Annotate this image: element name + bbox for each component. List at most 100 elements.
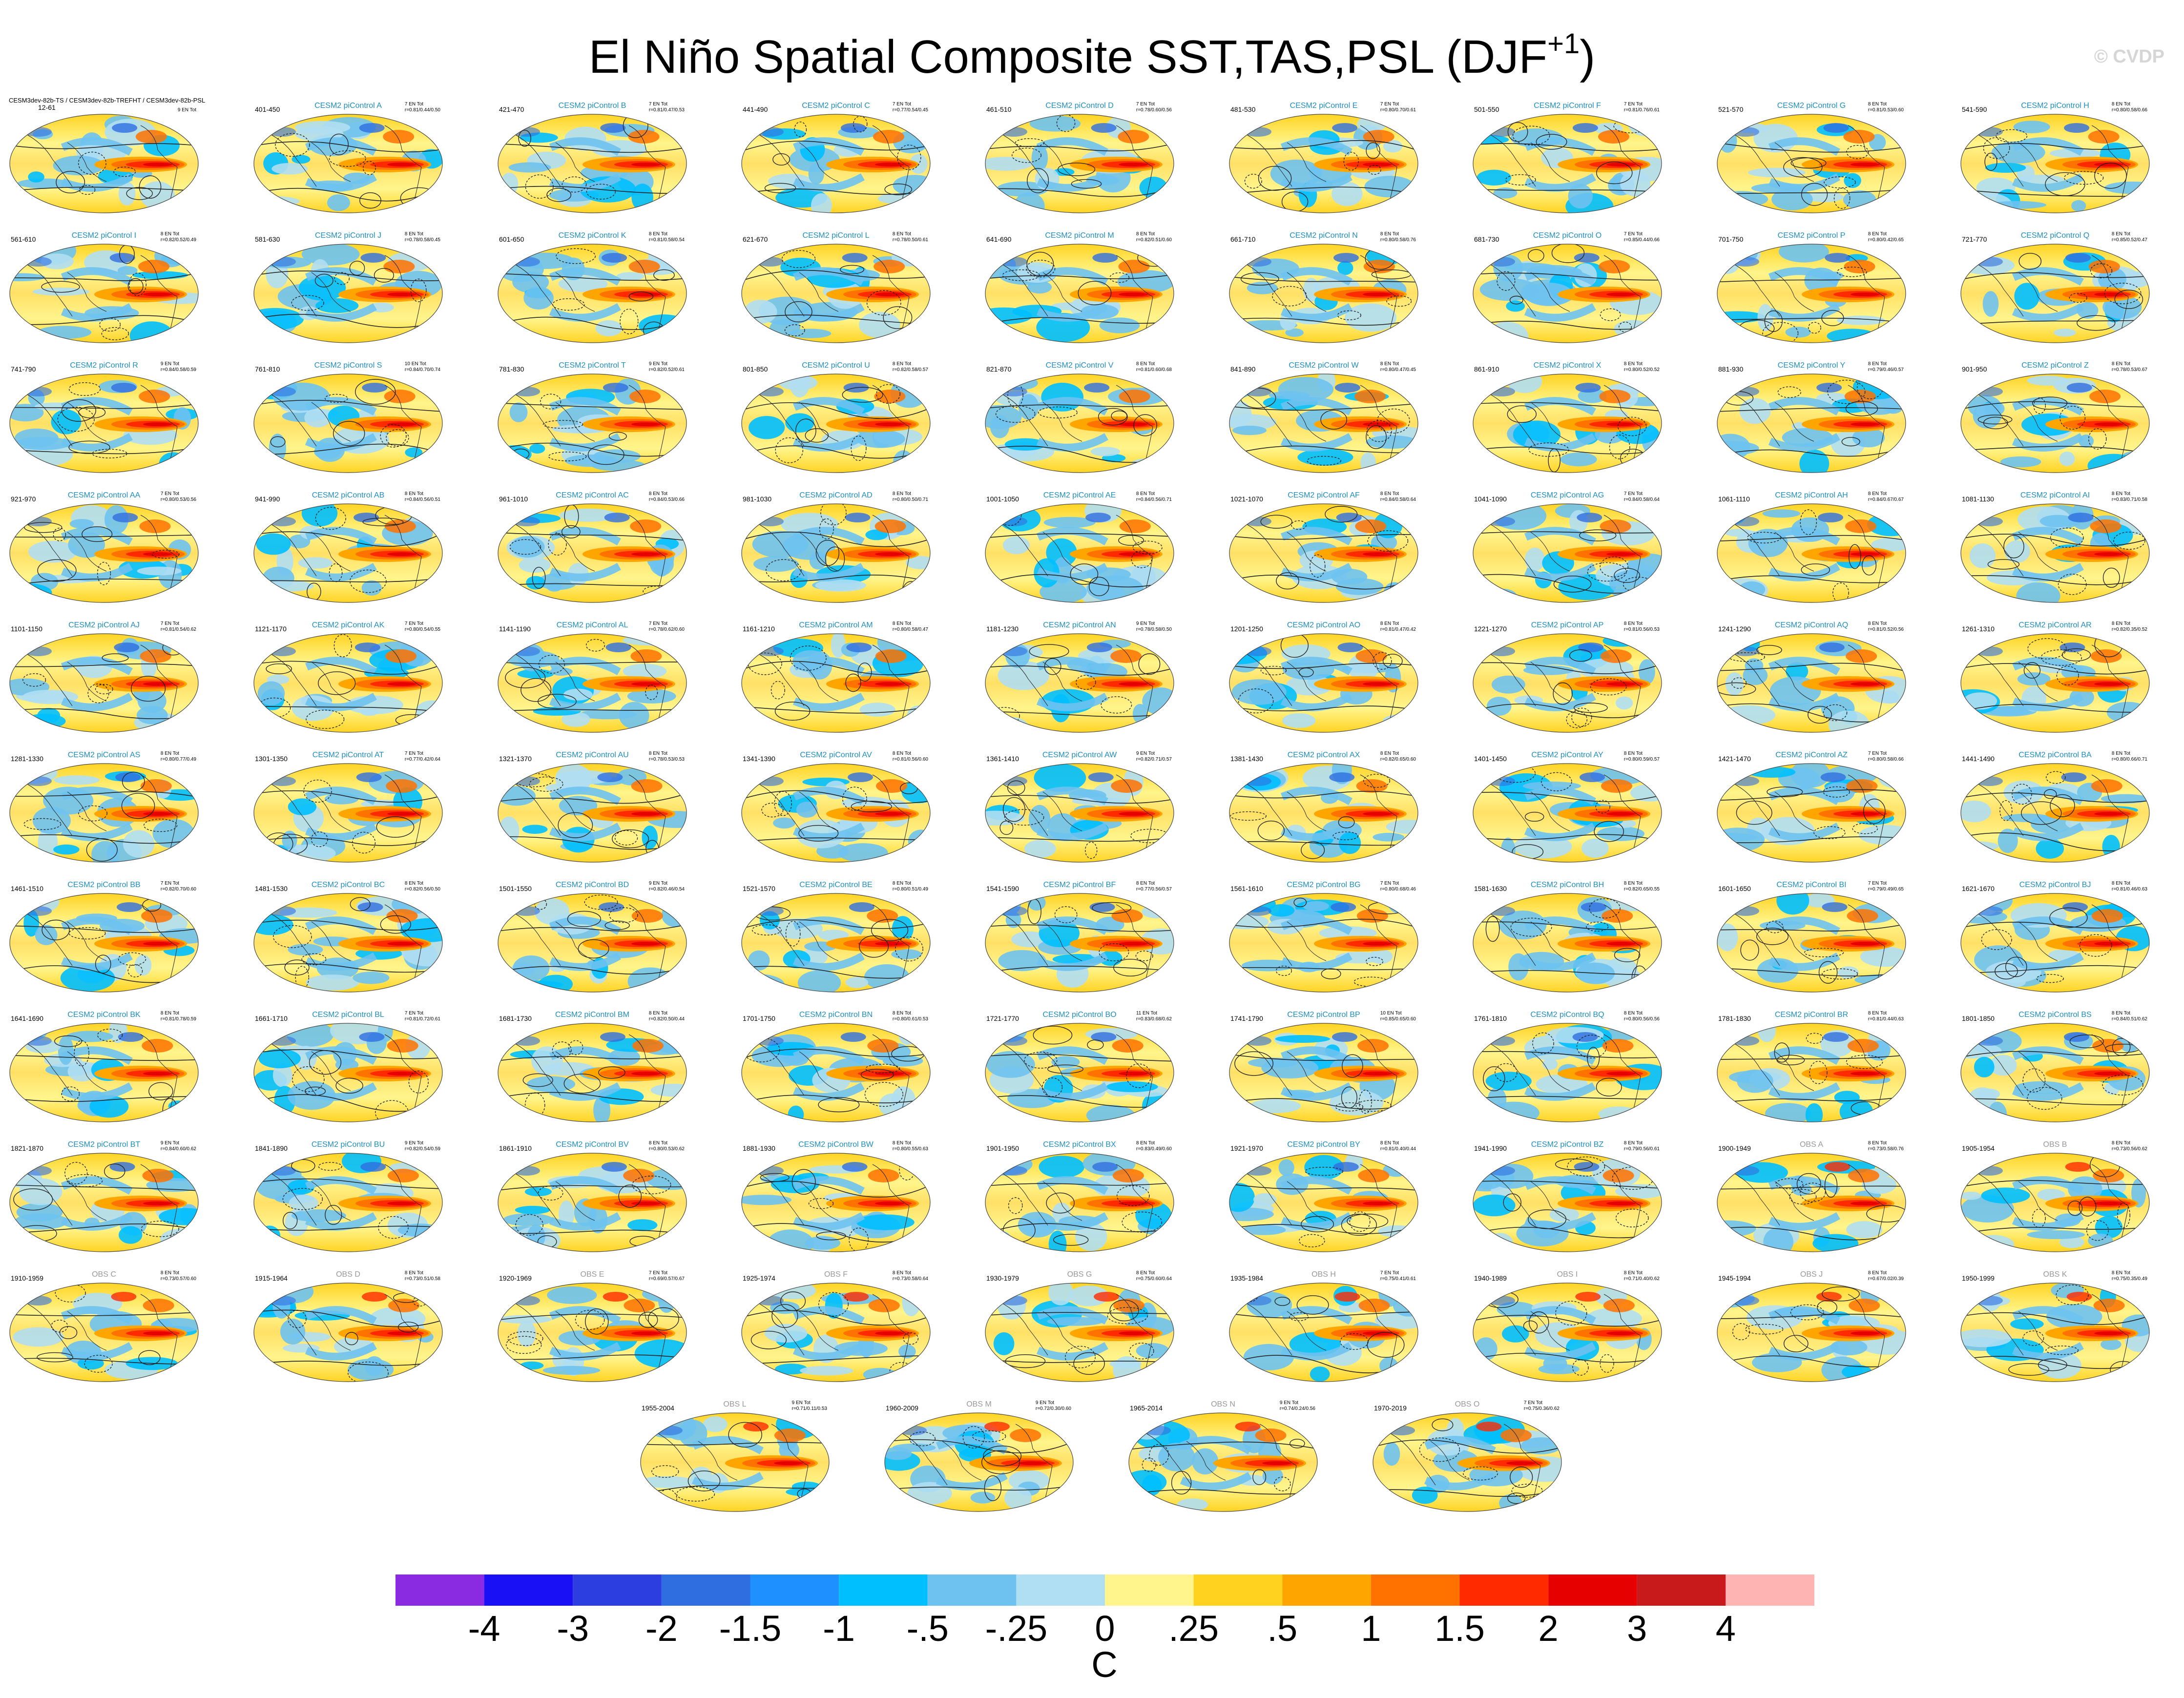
panel-correlations: r=0.80/0.55/0.63 xyxy=(892,1146,928,1152)
panel-years: 761-810 xyxy=(255,365,280,373)
panel-years: 1541-1590 xyxy=(986,885,1019,892)
panel-event-stats: 8 EN Tot r=0.75/0.60/0.64 xyxy=(1136,1270,1172,1282)
panel-name: CESM2 piControl BR xyxy=(1774,1011,1849,1019)
panel-event-stats: 8 EN Tot r=0.80/0.58/0.47 xyxy=(893,621,928,633)
panel-correlations: r=0.80/0.47/0.45 xyxy=(1380,367,1416,373)
panel-events: 7 EN Tot xyxy=(404,1011,424,1016)
composite-map xyxy=(1473,114,1662,213)
panel-name: CESM2 piControl BW xyxy=(798,1140,874,1149)
composite-map xyxy=(741,1283,931,1382)
panel-years: 1901-1950 xyxy=(986,1144,1019,1152)
composite-map xyxy=(1960,1153,2150,1252)
panel-name: CESM2 piControl BB xyxy=(67,881,141,889)
panel-events: 9 EN Tot xyxy=(160,1140,180,1146)
panel-correlations: r=0.80/0.77/0.49 xyxy=(160,757,196,762)
panel-name: CESM2 piControl T xyxy=(559,361,626,370)
panel-events: 7 EN Tot xyxy=(1623,102,1643,107)
composite-panel: OBS K 1950-1999 8 EN Tot r=0.75/0.35/0.49 xyxy=(1960,1270,2150,1383)
panel-years: 981-1030 xyxy=(743,495,772,503)
panel-name: CESM2 piControl AA xyxy=(67,491,141,499)
panel-years: 621-670 xyxy=(743,235,768,243)
panel-name: CESM2 piControl F xyxy=(1534,102,1601,110)
panel-years: 641-690 xyxy=(986,235,1012,243)
composite-panel: CESM2 piControl BT 1821-1870 9 EN Tot r=0.8… xyxy=(9,1140,199,1253)
panel-name: CESM2 piControl AC xyxy=(556,491,629,499)
composite-panel: CESM2 piControl Q 721-770 8 EN Tot r=0.85/0… xyxy=(1960,231,2150,344)
panel-years: 721-770 xyxy=(1962,235,1987,243)
panel-years: 1945-1994 xyxy=(1718,1274,1751,1282)
composite-map xyxy=(498,633,687,733)
panel-event-stats: 9 EN Tot r=0.74/0.24/0.56 xyxy=(1280,1400,1315,1412)
panel-correlations: r=0.82/0.65/0.55 xyxy=(1623,887,1660,892)
composite-panel: CESM2 piControl AX 1381-1430 8 EN Tot r=0.8… xyxy=(1228,751,1419,863)
panel-name: CESM2 piControl E xyxy=(1290,102,1358,110)
panel-events: 8 EN Tot xyxy=(1868,361,1887,367)
composite-map xyxy=(1960,763,2150,863)
panel-name: CESM2 piControl AJ xyxy=(68,621,140,629)
panel-years: 1861-1910 xyxy=(499,1144,532,1152)
panel-name: OBS K xyxy=(2043,1270,2067,1279)
panel-event-stats: 8 EN Tot r=0.81/0.44/0.63 xyxy=(1868,1011,1904,1022)
panel-event-stats: 8 EN Tot r=0.83/0.71/0.58 xyxy=(2112,491,2147,503)
panel-name: CESM2 piControl Y xyxy=(1777,361,1846,370)
panel-event-stats: 8 EN Tot r=0.81/0.46/0.63 xyxy=(2112,881,2147,892)
panel-correlations: r=0.81/0.56/0.60 xyxy=(892,757,928,762)
panel-correlations: r=0.79/0.56/0.61 xyxy=(1623,1146,1660,1152)
panel-event-stats: 8 EN Tot r=0.80/0.55/0.63 xyxy=(893,1140,928,1152)
composite-map xyxy=(985,373,1174,473)
panel-years: 681-730 xyxy=(1474,235,1499,243)
panel-event-stats: 8 EN Tot r=0.85/0.52/0.47 xyxy=(2112,231,2147,243)
panel-correlations: r=0.81/0.52/0.56 xyxy=(1868,627,1904,632)
panel-events: 7 EN Tot xyxy=(404,751,424,756)
panel-event-stats: 7 EN Tot r=0.81/0.76/0.61 xyxy=(1624,102,1660,113)
panel-correlations: r=0.80/0.59/0.57 xyxy=(1623,757,1660,762)
composite-panel: CESM2 piControl AI 1081-1130 8 EN Tot r=0.8… xyxy=(1960,491,2150,603)
panel-name: CESM2 piControl BF xyxy=(1043,881,1116,889)
composite-panel: OBS F 1925-1974 8 EN Tot r=0.73/0.58/0.64 xyxy=(741,1270,931,1383)
panel-event-stats: 8 EN Tot r=0.78/0.53/0.67 xyxy=(2112,361,2147,373)
composite-map xyxy=(253,633,443,733)
panel-correlations: r=0.82/0.56/0.50 xyxy=(404,887,440,892)
panel-events: 8 EN Tot xyxy=(1136,881,1155,886)
panel-years: 1301-1350 xyxy=(255,755,288,763)
panel-events: 8 EN Tot xyxy=(2111,1270,2131,1276)
composite-panel: CESM2 piControl T 781-830 9 EN Tot r=0.82/0… xyxy=(497,361,687,474)
panel-years: 12-61 xyxy=(38,104,56,111)
composite-map xyxy=(741,633,931,733)
panel-events: 7 EN Tot xyxy=(404,621,424,626)
panel-years: 1601-1650 xyxy=(1718,885,1751,892)
composite-panel: OBS N 1965-2014 9 EN Tot r=0.74/0.24/0.56 xyxy=(1128,1400,1318,1512)
panel-events: 8 EN Tot xyxy=(160,231,180,237)
panel-name: CESM2 piControl U xyxy=(802,361,870,370)
composite-map xyxy=(253,763,443,863)
panel-event-stats: 8 EN Tot r=0.84/0.51/0.62 xyxy=(2112,1011,2147,1022)
composite-panel: CESM2 piControl AG 1041-1090 7 EN Tot r=0.8… xyxy=(1472,491,1663,603)
panel-correlations: r=0.80/0.51/0.49 xyxy=(892,887,928,892)
panel-events: 9 EN Tot xyxy=(1136,621,1155,626)
panel-events: 7 EN Tot xyxy=(160,881,180,886)
composite-panel: CESM2 piControl S 761-810 10 EN Tot r=0.84/… xyxy=(253,361,443,474)
composite-panel: CESM2 piControl J 581-630 8 EN Tot r=0.78/0… xyxy=(253,231,443,344)
panel-years: 901-950 xyxy=(1962,365,1987,373)
panel-years: 1925-1974 xyxy=(743,1274,775,1282)
panel-name: CESM2 piControl AO xyxy=(1287,621,1361,629)
panel-event-stats: 8 EN Tot r=0.82/0.35/0.52 xyxy=(2112,621,2147,633)
panel-events: 7 EN Tot xyxy=(648,102,668,107)
panel-event-stats: 7 EN Tot r=0.78/0.62/0.60 xyxy=(649,621,685,633)
panel-years: 1501-1550 xyxy=(499,885,532,892)
panel-events: 8 EN Tot xyxy=(1136,1270,1155,1276)
composite-map xyxy=(498,893,687,993)
panel-event-stats: 8 EN Tot r=0.81/0.52/0.56 xyxy=(1868,621,1904,633)
panel-name: CESM2 piControl AI xyxy=(2020,491,2090,499)
panel-correlations: r=0.81/0.58/0.54 xyxy=(648,237,685,243)
panel-event-stats: 8 EN Tot r=0.84/0.56/0.71 xyxy=(1136,491,1172,503)
composite-map xyxy=(1717,373,1906,473)
composite-map xyxy=(9,1283,199,1382)
panel-name: CESM2 piControl P xyxy=(1777,231,1846,240)
composite-map xyxy=(498,763,687,863)
panel-events: 9 EN Tot xyxy=(1136,751,1155,756)
panel-years: 421-470 xyxy=(499,105,524,113)
composite-map xyxy=(985,633,1174,733)
panel-years: 581-630 xyxy=(255,235,280,243)
panel-years: 1935-1984 xyxy=(1230,1274,1263,1282)
